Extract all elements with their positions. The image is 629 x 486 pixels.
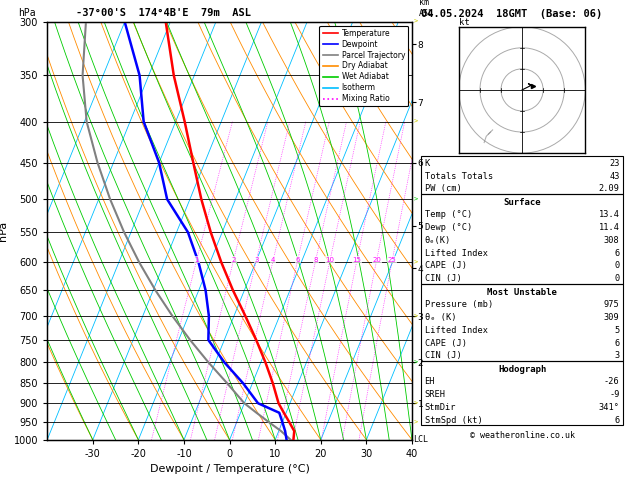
Text: 6: 6: [615, 339, 620, 347]
Text: >: >: [413, 196, 418, 202]
Text: 20: 20: [372, 257, 381, 262]
Text: Lifted Index: Lifted Index: [425, 326, 487, 335]
Text: LCL: LCL: [413, 435, 428, 444]
Text: θₑ(K): θₑ(K): [425, 236, 451, 245]
Text: StmDir: StmDir: [425, 403, 456, 412]
Text: 8: 8: [314, 257, 318, 262]
Text: 309: 309: [604, 313, 620, 322]
Text: Dewp (°C): Dewp (°C): [425, 223, 472, 232]
Text: 3: 3: [615, 351, 620, 361]
Text: Hodograph: Hodograph: [498, 365, 546, 374]
X-axis label: Dewpoint / Temperature (°C): Dewpoint / Temperature (°C): [150, 465, 309, 474]
Text: km
ASL: km ASL: [420, 0, 434, 17]
Text: >: >: [413, 313, 418, 319]
Text: 11.4: 11.4: [599, 223, 620, 232]
Text: SREH: SREH: [425, 390, 445, 399]
Text: >: >: [413, 400, 418, 406]
Text: Totals Totals: Totals Totals: [425, 172, 493, 181]
Text: EH: EH: [425, 377, 435, 386]
Text: StmSpd (kt): StmSpd (kt): [425, 416, 482, 425]
Text: 10: 10: [326, 257, 335, 262]
Text: CIN (J): CIN (J): [425, 274, 461, 283]
Text: Temp (°C): Temp (°C): [425, 210, 472, 219]
Text: >: >: [413, 260, 418, 265]
Y-axis label: hPa: hPa: [0, 221, 8, 241]
Text: 4: 4: [271, 257, 276, 262]
Text: >: >: [413, 359, 418, 365]
Text: 23: 23: [609, 159, 620, 168]
Text: 975: 975: [604, 300, 620, 309]
Text: K: K: [425, 159, 430, 168]
Text: 308: 308: [604, 236, 620, 245]
Text: kt: kt: [459, 17, 470, 27]
Text: CAPE (J): CAPE (J): [425, 261, 467, 271]
Text: Most Unstable: Most Unstable: [487, 288, 557, 297]
Text: Lifted Index: Lifted Index: [425, 249, 487, 258]
Text: 1: 1: [194, 257, 199, 262]
Text: 25: 25: [388, 257, 397, 262]
Text: 13.4: 13.4: [599, 210, 620, 219]
Text: Surface: Surface: [503, 198, 541, 207]
Text: 15: 15: [353, 257, 362, 262]
Text: CAPE (J): CAPE (J): [425, 339, 467, 347]
Text: 43: 43: [609, 172, 620, 181]
Text: 341°: 341°: [599, 403, 620, 412]
Text: 2.09: 2.09: [599, 184, 620, 193]
Text: -37°00'S  174°4B'E  79m  ASL: -37°00'S 174°4B'E 79m ASL: [76, 8, 252, 17]
Text: -9: -9: [609, 390, 620, 399]
Text: 2: 2: [231, 257, 236, 262]
Text: >: >: [413, 419, 418, 425]
Text: 5: 5: [615, 326, 620, 335]
Text: 0: 0: [615, 274, 620, 283]
Text: 6: 6: [615, 416, 620, 425]
Text: PW (cm): PW (cm): [425, 184, 461, 193]
Legend: Temperature, Dewpoint, Parcel Trajectory, Dry Adiabat, Wet Adiabat, Isotherm, Mi: Temperature, Dewpoint, Parcel Trajectory…: [320, 26, 408, 106]
Text: 6: 6: [615, 249, 620, 258]
Text: >: >: [413, 119, 418, 125]
Text: hPa: hPa: [18, 8, 36, 17]
Text: 0: 0: [615, 261, 620, 271]
Text: θₑ (K): θₑ (K): [425, 313, 456, 322]
Text: CIN (J): CIN (J): [425, 351, 461, 361]
Text: 04.05.2024  18GMT  (Base: 06): 04.05.2024 18GMT (Base: 06): [421, 9, 603, 19]
Text: Pressure (mb): Pressure (mb): [425, 300, 493, 309]
Text: -26: -26: [604, 377, 620, 386]
Text: 3: 3: [254, 257, 259, 262]
Text: 6: 6: [296, 257, 300, 262]
Text: >: >: [413, 19, 418, 25]
Text: © weatheronline.co.uk: © weatheronline.co.uk: [470, 431, 574, 440]
